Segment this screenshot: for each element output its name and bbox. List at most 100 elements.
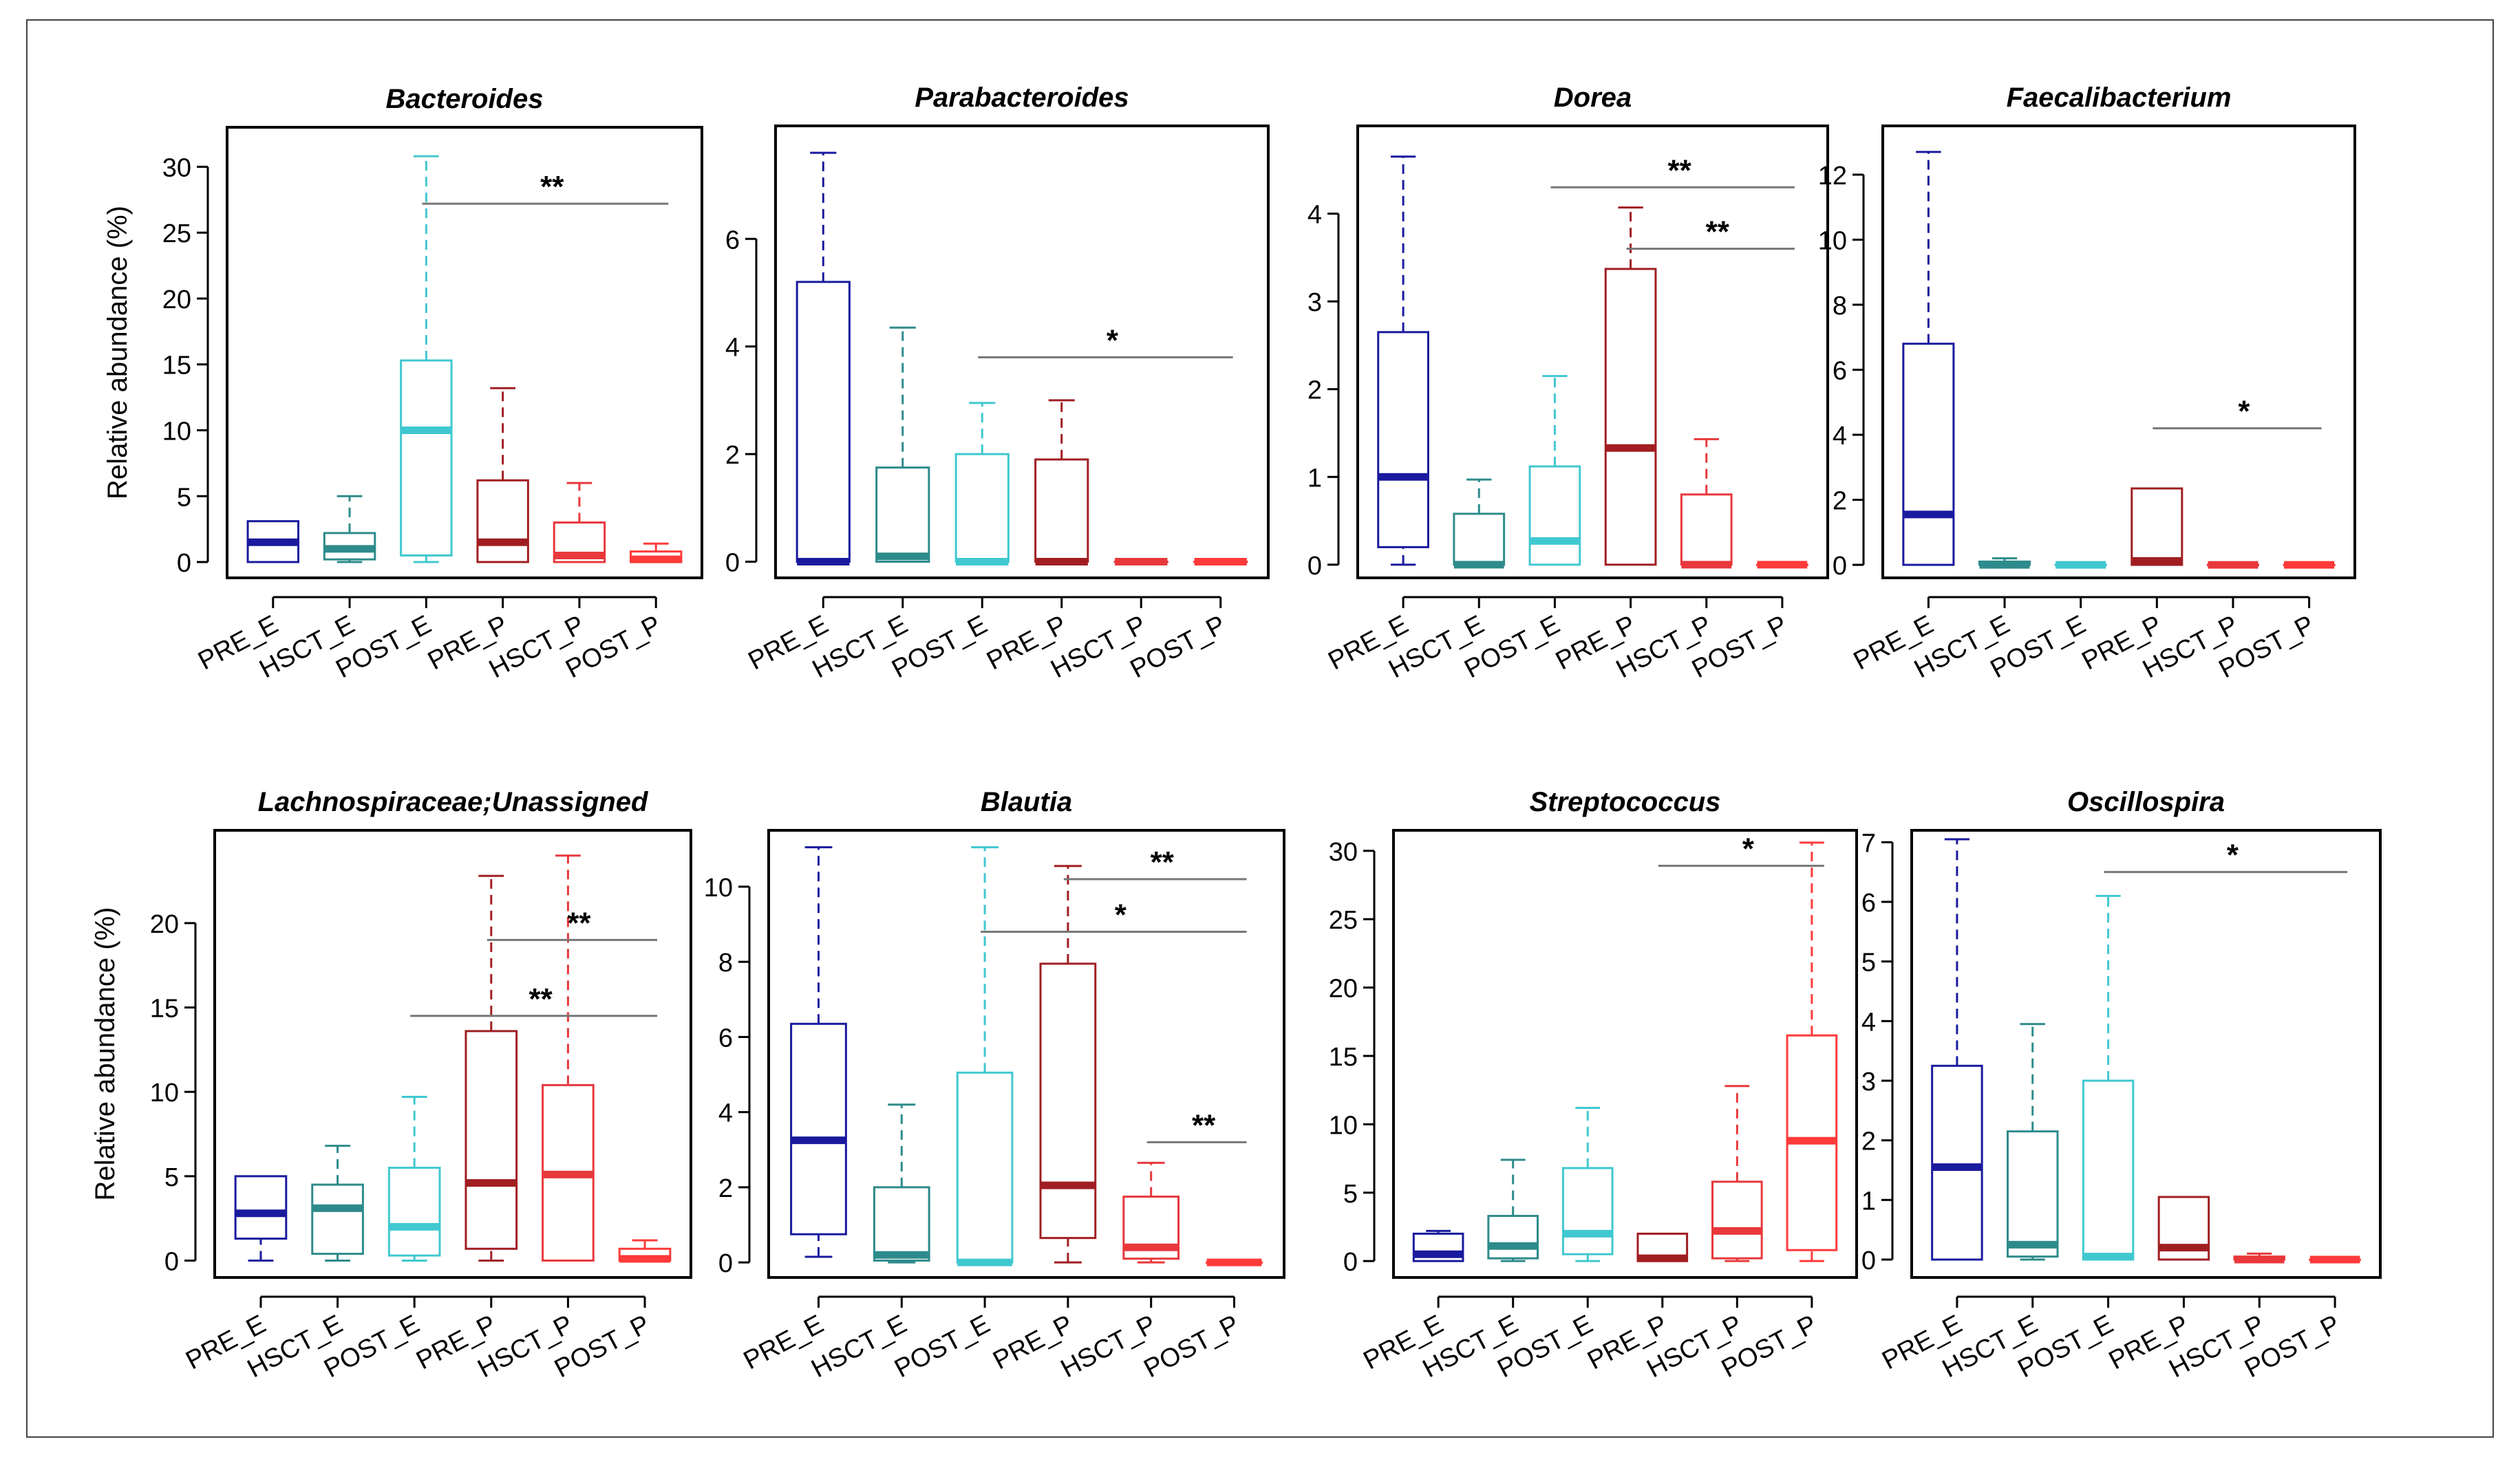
box-iqr xyxy=(790,1022,847,1235)
significance-label: ** xyxy=(528,982,553,1016)
x-tick-label: POST_E xyxy=(890,1310,994,1383)
plot-frame xyxy=(1881,125,2356,579)
y-tick-label: 12 xyxy=(1818,162,1847,191)
box-iqr xyxy=(1604,268,1657,566)
box-iqr xyxy=(1377,331,1429,548)
chart-title: Parabacteroides xyxy=(915,83,1129,113)
y-tick-label: 5 xyxy=(177,483,191,512)
plot-frame xyxy=(1910,829,2382,1279)
box-iqr xyxy=(873,1186,930,1262)
y-tick-label: 2 xyxy=(1861,1127,1876,1156)
y-tick-label: 20 xyxy=(1329,975,1358,1004)
box-iqr xyxy=(387,1167,441,1257)
y-tick-label: 10 xyxy=(150,1079,179,1108)
y-tick-label: 5 xyxy=(1861,949,1876,978)
y-tick-label: 30 xyxy=(162,153,191,182)
significance-label: * xyxy=(1742,832,1755,866)
y-tick-label: 0 xyxy=(177,549,191,578)
box-iqr xyxy=(400,359,453,557)
significance-label: * xyxy=(1115,898,1127,931)
significance-label: * xyxy=(2227,839,2239,872)
significance-label: * xyxy=(1107,323,1119,357)
box-iqr xyxy=(1039,962,1097,1240)
y-tick-label: 10 xyxy=(704,874,733,903)
y-tick-label: 25 xyxy=(162,219,191,248)
plot-frame xyxy=(767,829,1285,1279)
box-iqr xyxy=(1561,1167,1614,1255)
y-tick-label: 3 xyxy=(1307,288,1322,317)
y-tick-label: 20 xyxy=(150,910,179,939)
box-iqr xyxy=(1902,343,1955,566)
figure-frame xyxy=(26,19,2494,1438)
y-tick-label: 1 xyxy=(1307,464,1322,493)
y-axis-title: Relative abundance (%) xyxy=(103,206,133,499)
plot-frame xyxy=(213,829,692,1279)
chart-title: Faecalibacterium xyxy=(2007,83,2232,113)
box-iqr xyxy=(1528,465,1581,566)
box-iqr xyxy=(465,1030,518,1250)
box-iqr xyxy=(1034,458,1089,563)
box-iqr xyxy=(875,466,930,563)
chart-title: Lachnospiraceae;Unassigned xyxy=(258,787,649,817)
box-iqr xyxy=(1680,493,1733,566)
y-tick-label: 0 xyxy=(164,1247,179,1276)
y-tick-label: 2 xyxy=(1307,376,1322,405)
y-tick-label: 5 xyxy=(164,1163,179,1192)
y-tick-label: 15 xyxy=(150,995,179,1024)
y-tick-label: 0 xyxy=(1861,1246,1876,1275)
box-iqr xyxy=(1487,1215,1539,1260)
plot-frame xyxy=(774,125,1270,579)
y-tick-label: 5 xyxy=(1343,1180,1358,1209)
y-tick-label: 10 xyxy=(1818,226,1847,255)
chart-title: Streptococcus xyxy=(1530,787,1721,817)
y-tick-label: 0 xyxy=(1307,552,1322,581)
y-tick-label: 6 xyxy=(725,226,740,255)
y-tick-label: 25 xyxy=(1329,906,1358,935)
box-iqr xyxy=(2131,487,2183,566)
y-tick-label: 20 xyxy=(162,285,191,314)
box-iqr xyxy=(1931,1064,1983,1261)
y-tick-label: 4 xyxy=(1833,422,1847,451)
y-tick-label: 6 xyxy=(1861,889,1876,918)
significance-label: * xyxy=(2238,395,2250,429)
y-tick-label: 2 xyxy=(1833,487,1847,516)
chart-title: Blautia xyxy=(981,787,1072,817)
significance-label: ** xyxy=(1706,215,1730,249)
chart-title: Oscillospira xyxy=(2067,787,2225,817)
box-iqr xyxy=(954,453,1010,563)
y-tick-label: 15 xyxy=(1329,1043,1358,1072)
box-iqr xyxy=(2006,1130,2059,1258)
x-tick-label: HSCT_P xyxy=(1056,1310,1161,1383)
significance-label: ** xyxy=(540,170,564,204)
y-tick-label: 0 xyxy=(718,1249,733,1278)
significance-label: ** xyxy=(1192,1108,1216,1142)
y-tick-label: 2 xyxy=(725,441,740,470)
significance-label: ** xyxy=(567,906,591,940)
y-tick-label: 8 xyxy=(1833,292,1847,321)
y-tick-label: 6 xyxy=(718,1024,733,1053)
y-tick-label: 0 xyxy=(1833,552,1847,581)
y-tick-label: 0 xyxy=(1343,1248,1358,1277)
box-iqr xyxy=(1453,512,1506,566)
box-iqr xyxy=(476,479,529,563)
y-tick-label: 7 xyxy=(1861,829,1876,858)
box-iqr xyxy=(795,281,851,563)
y-tick-label: 4 xyxy=(1307,201,1322,230)
y-tick-label: 4 xyxy=(718,1099,733,1128)
y-tick-label: 10 xyxy=(162,417,191,446)
y-tick-label: 4 xyxy=(725,334,740,363)
plot-frame xyxy=(1392,829,1858,1279)
y-tick-label: 8 xyxy=(718,949,733,978)
x-tick-label: POST_P xyxy=(1140,1310,1244,1383)
chart-title: Bacteroides xyxy=(386,84,544,114)
y-tick-label: 10 xyxy=(1329,1111,1358,1140)
y-axis-title: Relative abundance (%) xyxy=(90,907,120,1201)
significance-label: ** xyxy=(1668,153,1692,187)
y-tick-label: 15 xyxy=(162,352,191,380)
significance-label: ** xyxy=(1151,845,1175,879)
box-iqr xyxy=(1711,1180,1763,1260)
box-iqr xyxy=(311,1183,364,1255)
box-iqr xyxy=(2082,1079,2135,1261)
plot-frame xyxy=(226,126,703,579)
